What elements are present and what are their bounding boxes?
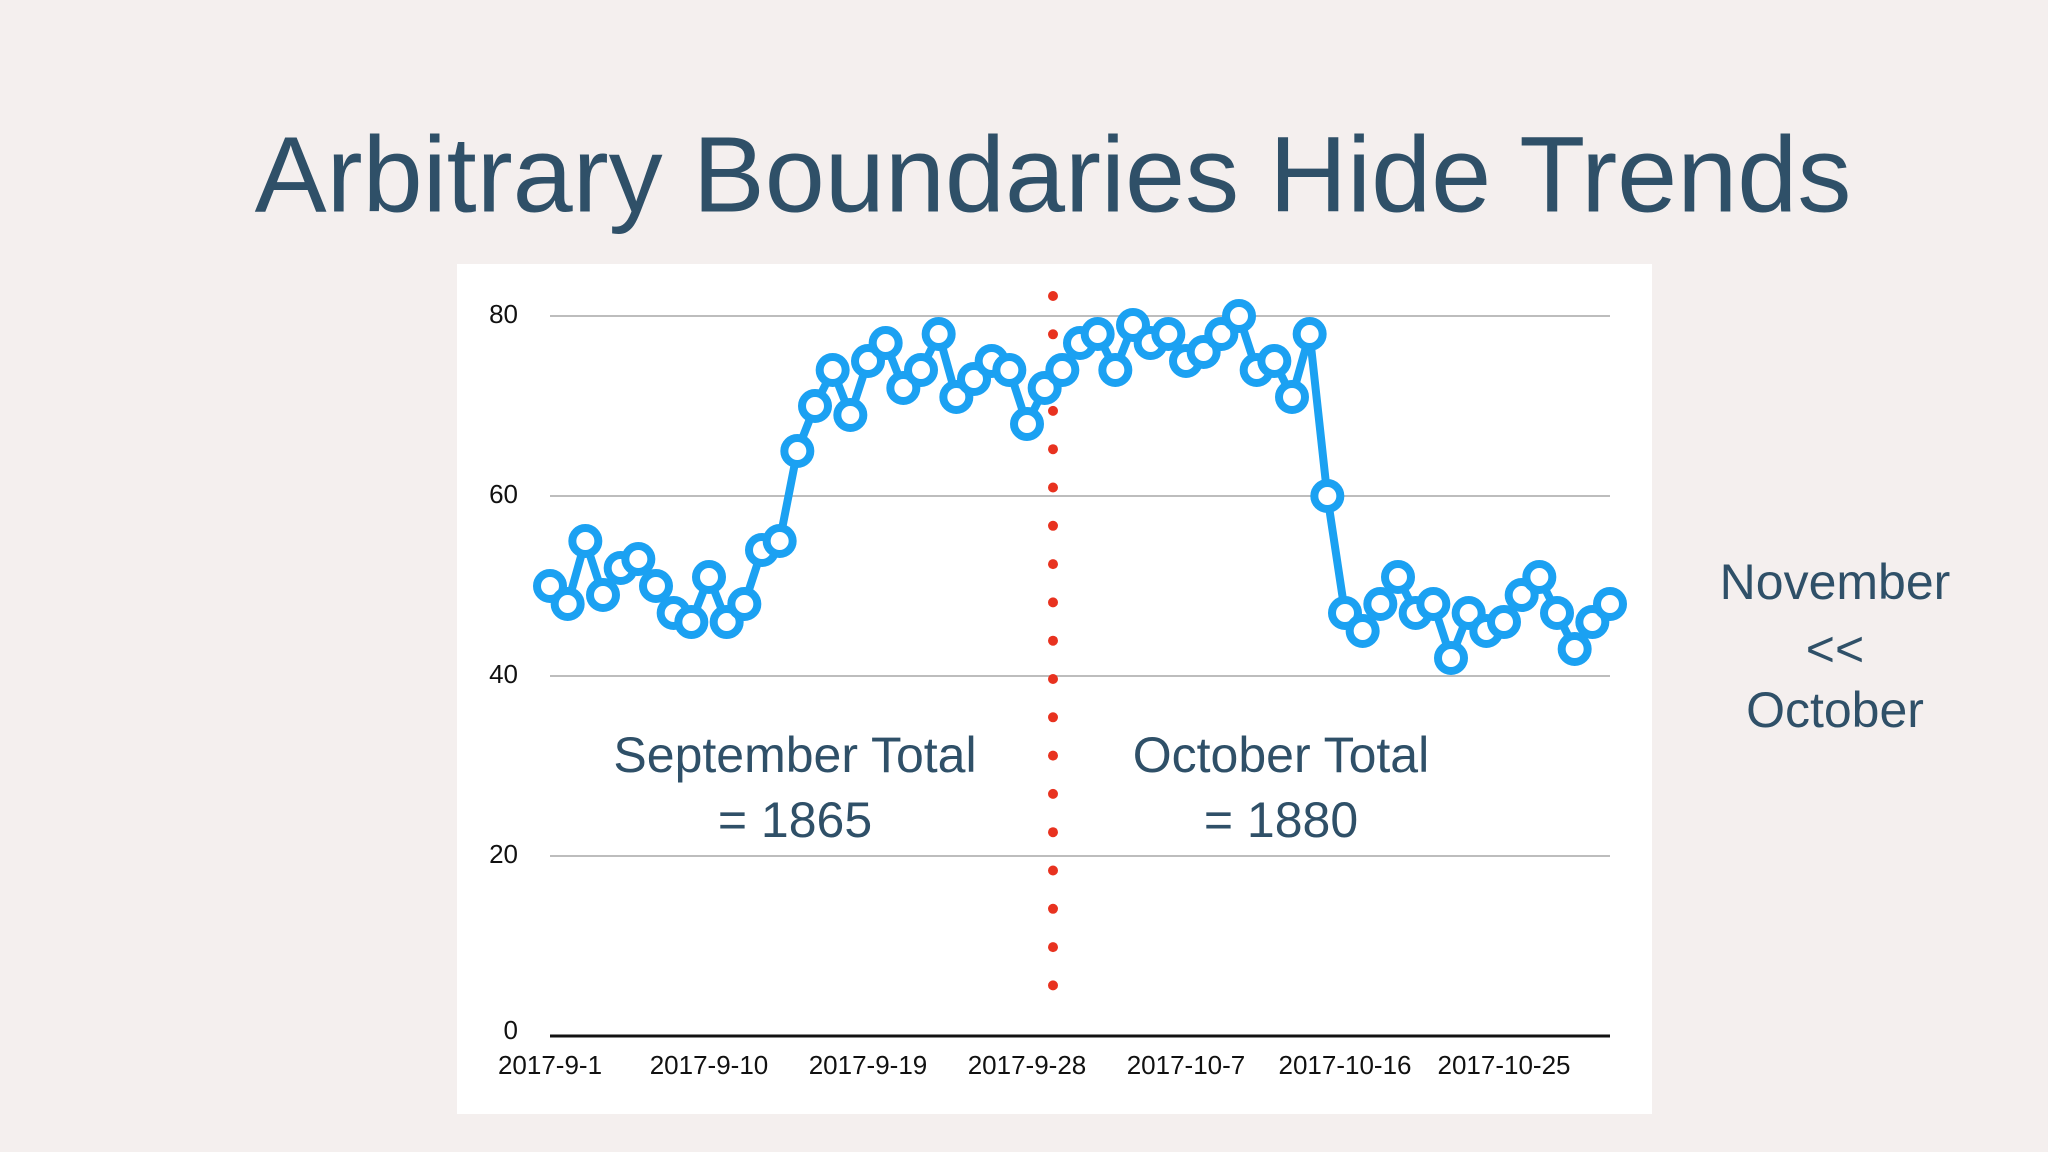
data-point — [674, 605, 709, 639]
boundary-dot — [1048, 903, 1058, 914]
boundary-dot — [1048, 674, 1058, 684]
x-tick-label: 2017-10-25 — [1438, 1050, 1571, 1080]
data-point — [586, 578, 620, 612]
boundary-dot — [1048, 444, 1058, 455]
boundary-dot — [1048, 788, 1058, 799]
data-point — [1222, 299, 1256, 333]
annotation: << — [1806, 621, 1864, 677]
y-tick-label: 80 — [489, 299, 518, 329]
data-point — [1557, 632, 1592, 666]
data-point — [692, 560, 726, 594]
data-point — [1434, 641, 1468, 675]
data-point — [904, 353, 938, 387]
x-tick-label: 2017-9-28 — [968, 1050, 1087, 1080]
y-tick-label: 40 — [489, 659, 518, 689]
data-point — [550, 587, 585, 621]
boundary-dot — [1048, 750, 1058, 761]
data-point — [727, 587, 762, 621]
data-point — [1080, 317, 1115, 351]
data-point — [1310, 479, 1345, 513]
annotation: October Total — [1133, 727, 1429, 783]
x-tick-label: 2017-9-10 — [650, 1050, 769, 1080]
data-point — [1381, 560, 1415, 594]
data-point — [639, 569, 673, 603]
data-point — [1257, 344, 1292, 378]
data-point — [815, 353, 850, 387]
annotation: October — [1746, 682, 1924, 738]
data-point — [1045, 353, 1080, 387]
data-point — [1487, 605, 1521, 639]
chart-panel — [457, 264, 1652, 1114]
data-point — [1292, 317, 1327, 351]
data-point — [621, 542, 656, 576]
boundary-dot — [1048, 597, 1058, 608]
slide-title: Arbitrary Boundaries Hide Trends — [255, 114, 1852, 235]
boundary-dot — [1048, 482, 1058, 493]
data-point — [1345, 614, 1380, 648]
data-point — [1593, 587, 1627, 621]
boundary-dot — [1048, 329, 1058, 340]
annotation: September Total — [613, 727, 976, 783]
annotation: = 1880 — [1204, 792, 1358, 848]
data-point — [1522, 560, 1557, 594]
data-point — [833, 398, 868, 432]
annotation: November — [1720, 554, 1951, 610]
x-tick-label: 2017-10-16 — [1279, 1050, 1412, 1080]
data-point — [798, 389, 832, 423]
boundary-dot — [1048, 291, 1058, 301]
boundary-dot — [1048, 827, 1058, 838]
data-point — [780, 434, 815, 468]
data-point — [868, 326, 903, 360]
x-tick-label: 2017-10-7 — [1127, 1050, 1246, 1080]
data-point — [762, 524, 797, 558]
data-point — [992, 353, 1027, 387]
boundary-dot — [1048, 865, 1058, 876]
boundary-dot — [1048, 405, 1058, 416]
boundary-dot — [1048, 520, 1058, 531]
data-point — [568, 524, 603, 558]
data-point — [1363, 587, 1398, 621]
boundary-dot — [1048, 559, 1058, 570]
y-tick-label: 60 — [489, 479, 518, 509]
boundary-dot — [1048, 712, 1058, 723]
boundary-dot — [1048, 635, 1058, 646]
data-point — [1416, 587, 1451, 621]
x-tick-label: 2017-9-19 — [809, 1050, 928, 1080]
y-tick-label: 20 — [489, 839, 518, 869]
y-tick-label: 0 — [504, 1015, 518, 1045]
data-point — [1098, 353, 1133, 387]
data-point — [1151, 317, 1186, 351]
boundary-dot — [1048, 980, 1058, 991]
boundary-dot — [1048, 942, 1058, 953]
data-point — [1010, 407, 1044, 441]
data-point — [1275, 380, 1309, 414]
data-point — [1540, 596, 1574, 630]
data-point — [921, 317, 956, 351]
annotation: = 1865 — [718, 792, 872, 848]
x-tick-label: 2017-9-1 — [498, 1050, 602, 1080]
